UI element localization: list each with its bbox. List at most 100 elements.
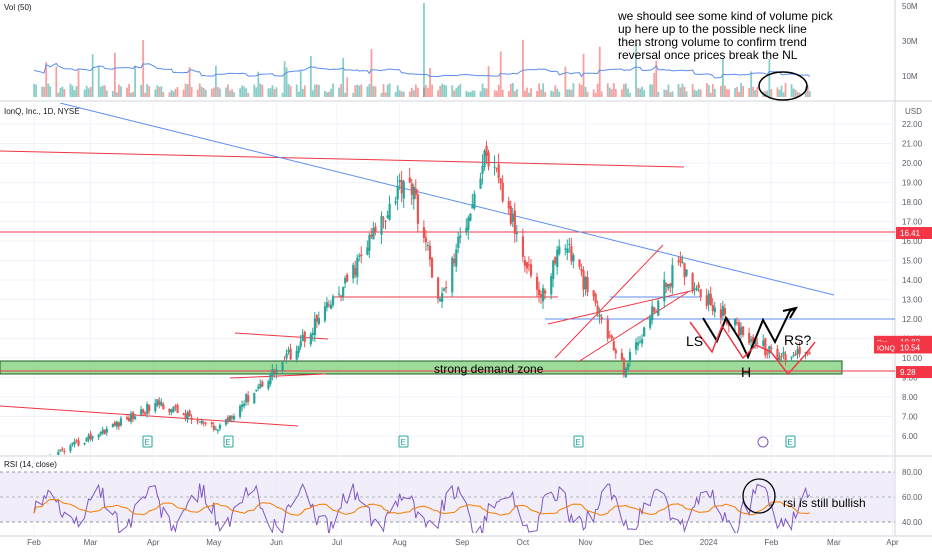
candle-body (346, 274, 349, 282)
resistance-line (0, 150, 685, 168)
volume-bar (283, 61, 286, 97)
volume-bar (782, 92, 785, 97)
channel-upper (554, 244, 664, 359)
candle-body (186, 412, 189, 420)
candle-body (325, 302, 329, 308)
volume-bar (570, 89, 573, 97)
earnings-marker[interactable] (573, 435, 584, 448)
candle-body (117, 422, 121, 427)
volume-bar (437, 90, 439, 97)
candle-body (75, 440, 78, 442)
volume-bar (281, 92, 284, 97)
candle-body (142, 409, 145, 414)
volume-bar (259, 83, 262, 97)
candle-body (752, 336, 755, 344)
candle-body (358, 255, 361, 257)
candle-body (101, 429, 104, 434)
pattern-black-path (702, 307, 797, 360)
volume-bar (267, 88, 270, 97)
candle-body (558, 246, 561, 254)
candle-body (156, 399, 159, 406)
dividend-marker[interactable] (757, 436, 769, 448)
candle-body (289, 348, 292, 360)
volume-bar (170, 89, 173, 97)
candle-body (592, 290, 595, 297)
candle-body (493, 166, 496, 168)
candle-body (439, 299, 442, 302)
volume-bar (154, 89, 157, 97)
volume-bar (445, 85, 448, 97)
volume-bar (479, 91, 482, 97)
candle-body (370, 234, 373, 237)
candle-body (269, 374, 272, 384)
pattern-red-path (689, 321, 816, 376)
candle-body (97, 434, 100, 438)
volume-bar (382, 84, 385, 97)
volume-bar (558, 91, 561, 97)
resistance-line (229, 373, 327, 379)
candle-body (144, 412, 147, 415)
volume-bar (227, 84, 229, 97)
candle-body (509, 206, 512, 224)
volume-bar (764, 91, 767, 97)
volume-bar (273, 89, 276, 97)
volume-bar (584, 86, 587, 97)
volume-bar (210, 88, 213, 97)
volume-bar (105, 90, 108, 97)
earnings-marker[interactable] (142, 435, 153, 448)
candle-body (527, 264, 531, 266)
candle-body (226, 417, 230, 421)
candle-body (241, 404, 244, 408)
volume-bar (776, 87, 779, 97)
volume-bar (275, 87, 278, 97)
volume-bar (612, 83, 615, 97)
volume-annotation: we should see some kind of volume pick up… (617, 9, 834, 62)
candle-body (695, 288, 698, 291)
volume-bar (770, 89, 773, 97)
candle-body (125, 417, 129, 420)
volume-bar (338, 87, 341, 97)
candle-body (471, 204, 474, 209)
earnings-marker[interactable] (398, 435, 409, 448)
candle-body (273, 370, 276, 374)
price-badge-label: 9.28 (900, 368, 916, 377)
volume-bar (629, 92, 631, 97)
volume-bar (142, 40, 145, 97)
volume-bar (324, 90, 326, 97)
volume-bar (625, 83, 627, 97)
price-tick-label: 7.00 (902, 413, 918, 422)
volume-bar (671, 91, 674, 97)
volume-bar (176, 87, 179, 97)
earnings-marker[interactable] (223, 435, 234, 448)
volume-bar (204, 89, 207, 97)
volume-bar (780, 85, 783, 97)
volume-bar (469, 92, 472, 97)
volume-bar (643, 90, 646, 97)
candle-body (437, 277, 440, 299)
volume-ma-line (33, 62, 811, 79)
volume-bar (71, 85, 74, 97)
candle-body (568, 243, 571, 245)
volume-bar (455, 88, 458, 97)
candle-body (628, 351, 632, 363)
volume-bar (196, 89, 199, 97)
volume-bar (451, 85, 454, 97)
time-tick-label: Sep (455, 538, 470, 547)
candle-body (368, 234, 371, 251)
candle-body (542, 287, 545, 302)
candle-body (711, 304, 714, 311)
candle-body (354, 267, 357, 276)
candle-body (313, 318, 316, 336)
price-badge-label: 16.41 (900, 229, 921, 238)
candle-body (453, 258, 456, 264)
volume-bar (608, 87, 611, 97)
candle-body (584, 276, 587, 290)
earnings-marker[interactable] (785, 435, 796, 448)
volume-bar (287, 84, 290, 97)
candle-body (671, 264, 674, 288)
candle-body (71, 442, 74, 445)
volume-annotation-line: reversal once prices break the NL (618, 48, 798, 62)
volume-bar (198, 83, 201, 97)
demand-zone[interactable] (0, 360, 843, 375)
